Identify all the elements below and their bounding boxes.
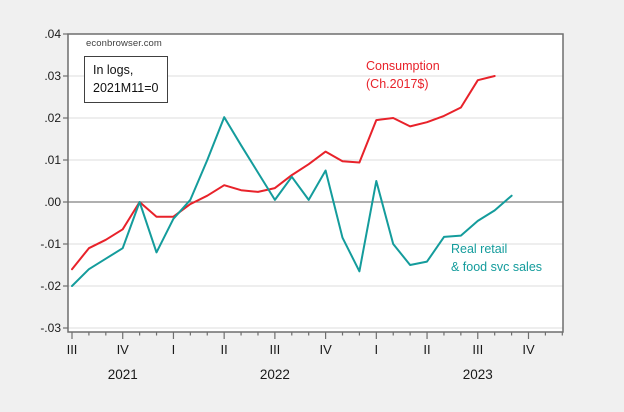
y-tick-label: -.02 xyxy=(40,279,61,293)
x-quarter-label: IV xyxy=(117,342,130,357)
x-year-label: 2023 xyxy=(463,367,493,382)
x-quarter-label: II xyxy=(423,342,430,357)
x-quarter-label: IV xyxy=(319,342,332,357)
x-quarter-label: III xyxy=(269,342,280,357)
note-line-1: In logs, xyxy=(93,63,134,77)
y-tick-label: -.01 xyxy=(40,237,61,251)
consumption-series-label-line-2: (Ch.2017$) xyxy=(366,77,429,91)
note-box: In logs, 2021M11=0 xyxy=(84,56,169,103)
retail-series-label: Real retail & food svc sales xyxy=(451,240,542,276)
note-line-2: 2021M11=0 xyxy=(93,81,159,95)
x-quarter-label: I xyxy=(172,342,176,357)
retail-series-label-line-1: Real retail xyxy=(451,242,508,256)
retail-series-label-line-2: & food svc sales xyxy=(451,260,543,274)
y-tick-label: .00 xyxy=(44,195,61,209)
x-quarter-label: IV xyxy=(522,342,535,357)
plot-frame xyxy=(67,33,564,333)
consumption-line xyxy=(71,75,496,271)
x-quarter-label: III xyxy=(67,342,78,357)
y-tick-label: -.03 xyxy=(40,321,61,335)
y-tick-label: .01 xyxy=(44,153,61,167)
retail-sales-line xyxy=(71,116,513,287)
y-tick-label: .03 xyxy=(44,69,61,83)
x-year-label: 2021 xyxy=(108,367,138,382)
y-tick-label: .04 xyxy=(44,27,61,41)
consumption-series-label: Consumption (Ch.2017$) xyxy=(366,57,440,93)
x-year-label: 2022 xyxy=(260,367,290,382)
watermark: econbrowser.com xyxy=(86,38,162,49)
x-quarter-label: III xyxy=(472,342,483,357)
x-quarter-label: II xyxy=(221,342,228,357)
x-quarter-label: I xyxy=(375,342,379,357)
y-tick-label: .02 xyxy=(44,111,61,125)
consumption-series-label-line-1: Consumption xyxy=(366,59,440,73)
